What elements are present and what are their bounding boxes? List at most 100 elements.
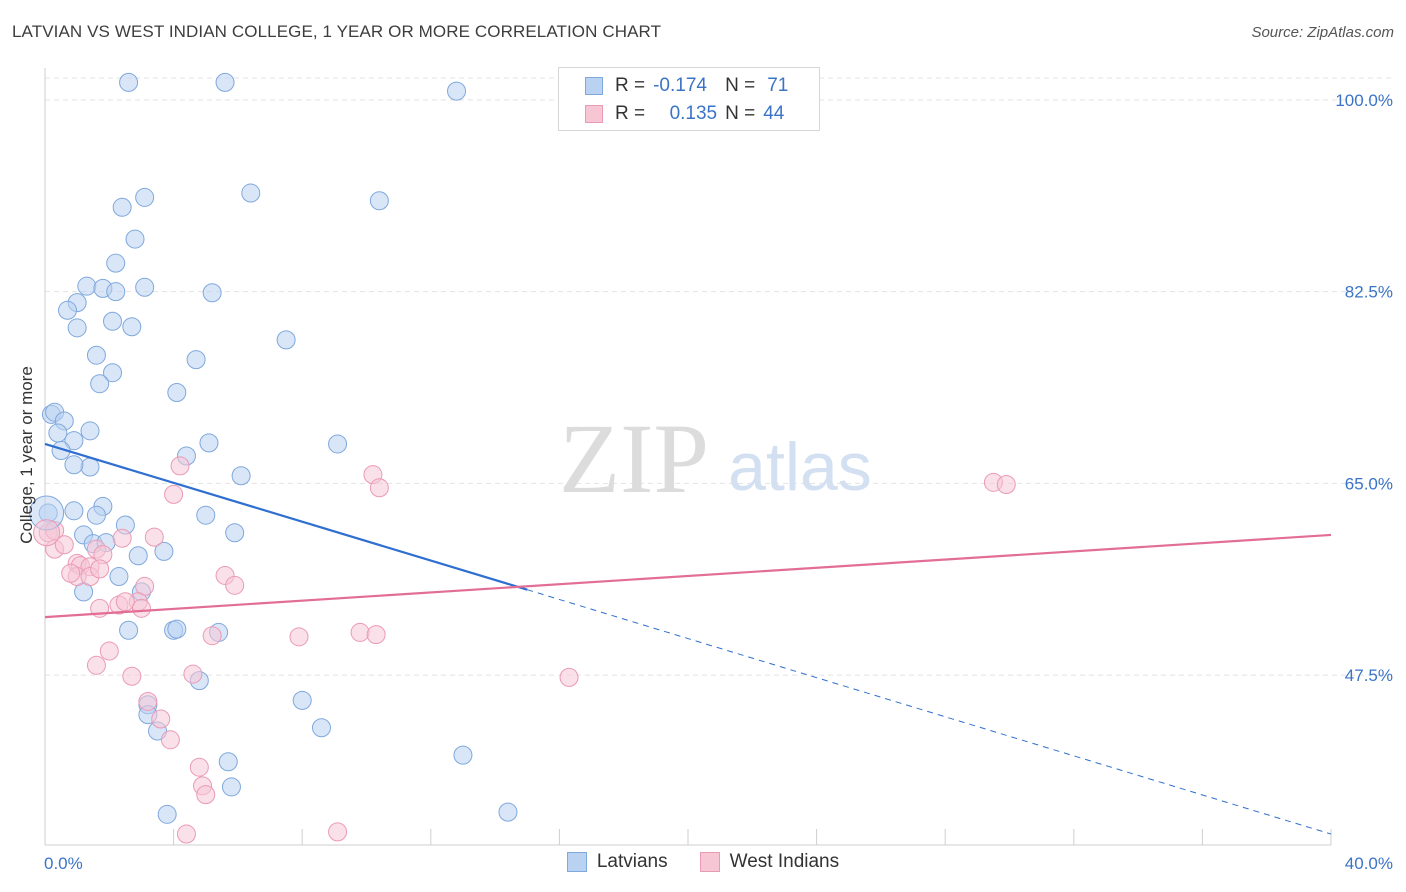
latvian-point xyxy=(90,374,110,394)
west-indian-point xyxy=(350,622,370,642)
west-indian-point xyxy=(366,625,386,645)
latvian-point xyxy=(196,505,216,525)
grid-layer xyxy=(45,77,1391,676)
west-indian-point xyxy=(369,478,389,498)
legend-r-value: -0.174 xyxy=(653,75,707,96)
latvian-point xyxy=(199,433,219,453)
latvian-point xyxy=(125,229,145,249)
latvian-point xyxy=(64,431,84,451)
west-indian-point xyxy=(196,785,216,805)
latvian-point xyxy=(106,282,126,302)
west-indian-point xyxy=(61,563,81,583)
legend-r-value: 0.135 xyxy=(669,103,718,124)
latvian-point xyxy=(64,455,84,475)
west-indian-point xyxy=(225,575,245,595)
y-tick-label: 65.0% xyxy=(1345,474,1393,493)
latvian-point xyxy=(80,421,100,441)
legend-item-latvians[interactable]: Latvians xyxy=(566,851,668,873)
latvian-point xyxy=(103,363,123,383)
correlation-legend: R = -0.174 N = 71 R = 0.135 N = 44 xyxy=(558,67,820,131)
latvian-point xyxy=(77,276,97,296)
x-tick-label-max: 40.0% xyxy=(1345,854,1393,873)
legend-swatch-west-indians xyxy=(585,105,603,123)
latvian-point xyxy=(311,718,331,738)
legend-item-west-indians[interactable]: West Indians xyxy=(699,851,839,873)
legend-r-label: R = xyxy=(615,75,646,96)
legend-row-west-indians: R = 0.135 N = 44 xyxy=(585,101,784,127)
latvian-point xyxy=(128,546,148,566)
y-tick-label: 100.0% xyxy=(1335,91,1393,110)
west-indian-point xyxy=(559,667,579,687)
legend-n-label: N = xyxy=(725,75,756,96)
west-indian-point xyxy=(183,664,203,684)
chart-title: LATVIAN VS WEST INDIAN COLLEGE, 1 YEAR O… xyxy=(12,22,662,41)
latvian-point xyxy=(328,434,348,454)
west-indian-point xyxy=(328,822,348,842)
axis-layer xyxy=(44,68,1332,846)
latvian-point xyxy=(154,541,174,561)
label-layer: 47.5% 65.0% 82.5% 100.0% 0.0% 40.0% xyxy=(44,91,1393,873)
west-indian-point xyxy=(160,730,180,750)
west-indian-point xyxy=(90,559,110,579)
y-axis-label: College, 1 year or more xyxy=(17,366,36,544)
west-indian-point xyxy=(54,535,74,555)
latvian-point xyxy=(119,72,139,92)
latvian-point xyxy=(453,745,473,765)
legend-n-value: 44 xyxy=(763,103,785,124)
point-layer xyxy=(29,72,1016,844)
latvian-point xyxy=(447,81,467,101)
latvian-point xyxy=(167,619,187,639)
west-indian-point xyxy=(996,475,1016,495)
west-indian-point xyxy=(170,456,190,476)
latvian-point xyxy=(276,330,296,350)
west-indian-point xyxy=(122,666,142,686)
latvian-point xyxy=(167,382,187,402)
source-label: Source: ZipAtlas.com xyxy=(1251,24,1394,41)
latvian-point xyxy=(135,187,155,207)
trend-layer xyxy=(44,442,1332,835)
west-indian-point xyxy=(131,598,151,618)
latvian-point xyxy=(119,620,139,640)
latvian-point xyxy=(498,802,518,822)
latvian-point xyxy=(106,253,126,273)
west-indian-point xyxy=(164,484,184,504)
legend-n-label: N = xyxy=(725,103,756,124)
legend-swatch-latvians xyxy=(585,77,603,95)
west-indian-point xyxy=(189,757,209,777)
latvian-point xyxy=(64,501,84,521)
legend-swatch-west-indians xyxy=(699,852,720,872)
legend-swatch-latvians xyxy=(566,852,587,872)
west-indian-trendline xyxy=(44,533,1332,619)
y-tick-label: 47.5% xyxy=(1345,666,1393,685)
watermark-atlas: atlas xyxy=(728,429,872,505)
latvian-point xyxy=(122,317,142,337)
latvian-point xyxy=(112,197,132,217)
latvian-point xyxy=(109,567,129,587)
west-indian-point xyxy=(138,691,158,711)
latvian-point xyxy=(292,690,312,710)
latvian-point xyxy=(103,311,123,331)
west-indian-point xyxy=(86,655,106,675)
west-indian-point xyxy=(289,627,309,647)
latvian-point xyxy=(80,457,100,477)
west-indian-point xyxy=(144,527,164,547)
legend-row-latvians: R = -0.174 N = 71 xyxy=(585,73,788,99)
latvian-point xyxy=(215,72,235,92)
latvian-point xyxy=(86,505,106,525)
watermark-zip: ZIP xyxy=(559,403,709,514)
latvian-point xyxy=(202,283,222,303)
latvian-point xyxy=(218,752,238,772)
latvian-point xyxy=(58,300,78,320)
latvian-point xyxy=(225,523,245,543)
west-indian-point xyxy=(202,626,222,646)
latvian-point xyxy=(135,277,155,297)
latvian-point xyxy=(157,804,177,824)
latvian-trendline-extension xyxy=(527,589,1332,835)
latvian-point xyxy=(241,183,261,203)
y-tick-label: 82.5% xyxy=(1345,283,1393,302)
west-indian-point xyxy=(151,709,171,729)
latvian-point xyxy=(67,318,87,338)
legend-label-latvians: Latvians xyxy=(596,851,668,872)
latvian-point xyxy=(186,350,206,370)
